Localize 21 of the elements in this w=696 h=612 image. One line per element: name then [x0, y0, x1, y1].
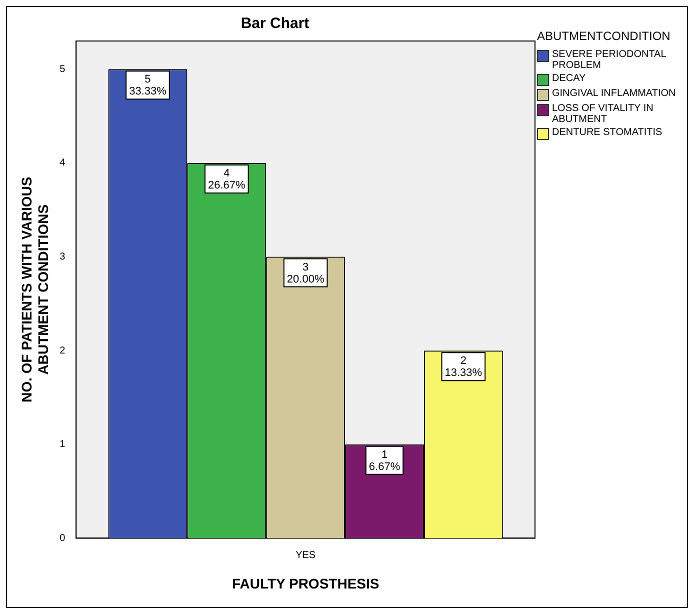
legend-title: ABUTMENTCONDITION — [537, 29, 672, 43]
legend-label: GINGIVAL INFLAMMATION — [552, 88, 676, 99]
legend-label: LOSS OF VITALITY IN ABUTMENT — [552, 103, 654, 125]
x-tick-label: YES — [296, 550, 316, 561]
y-tick-label: 2 — [60, 345, 66, 356]
data-label: 5 33.33% — [129, 74, 167, 98]
data-label: 4 26.67% — [208, 167, 246, 192]
x-axis-title: FAULTY PROSTHESIS — [232, 575, 380, 592]
y-tick-label: 0 — [60, 532, 66, 544]
legend-label: DENTURE STOMATITIS — [552, 127, 662, 138]
y-tick-label: 3 — [60, 252, 66, 263]
y-tick-label: 1 — [60, 439, 66, 450]
data-label: 2 13.33% — [444, 355, 482, 380]
legend-label: DECAY — [552, 73, 586, 84]
y-tick-label: 4 — [60, 158, 66, 169]
legend-label: SEVERE PERIODONTAL PROBLEM — [552, 49, 667, 71]
y-tick-label: 5 — [60, 64, 66, 75]
y-axis-title: NO. OF PATIENTS WITH VARIOUS ABUTMENT CONDITIONS — [18, 176, 52, 402]
data-label: 1 6.67% — [368, 448, 400, 473]
chart-title: Bar Chart — [240, 15, 310, 32]
data-label: 3 20.00% — [286, 261, 324, 286]
